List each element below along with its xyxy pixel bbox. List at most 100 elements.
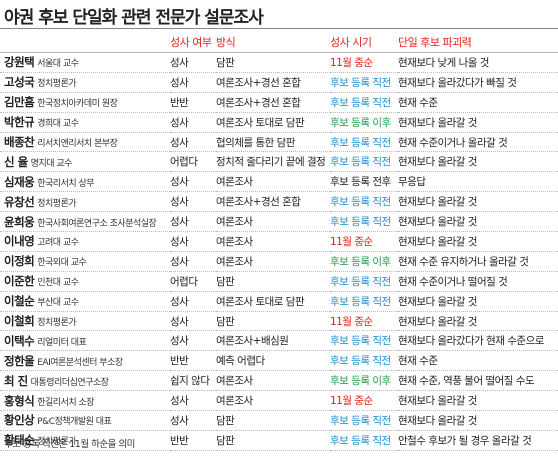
impact-cell: 무응답 bbox=[398, 171, 558, 193]
timing-cell: 11월 중순 bbox=[330, 52, 398, 73]
timing-cell: 11월 중순 bbox=[330, 390, 398, 412]
method-cell: 담판 bbox=[216, 410, 330, 431]
success-cell: 성사 bbox=[170, 231, 216, 252]
timing-cell: 후보 등록 직전 bbox=[330, 92, 398, 113]
row: 이철희 정치평론가 성사 담판 11월 중순 현재보다 올라갈 것 bbox=[0, 311, 558, 332]
timing-cell: 후보 등록 이후 bbox=[330, 370, 398, 392]
method-cell: 담판 bbox=[216, 430, 330, 451]
timing-cell: 후보 등록 직전 bbox=[330, 211, 398, 233]
expert-name: 황인상 bbox=[4, 413, 35, 428]
timing-cell: 후보 등록 전후 bbox=[330, 171, 398, 193]
expert-name: 유창선 bbox=[4, 194, 35, 209]
success-cell: 어렵다 bbox=[170, 271, 216, 292]
row: 고성국 정치평론가 성사 여론조사+경선 혼합 후보 등록 직전 현재보다 올라갔다가 빠… bbox=[0, 72, 558, 93]
impact-cell: 현재보다 올라갈 것 bbox=[398, 151, 558, 173]
expert-name: 이택수 bbox=[4, 333, 35, 348]
timing-cell: 후보 등록 직전 bbox=[330, 291, 398, 312]
expert-cell: 황인상 P&C정책개발원 대표 bbox=[0, 410, 170, 431]
method-cell: 여론조사+경선 혼합 bbox=[216, 92, 330, 113]
impact-cell: 현재보다 올라갈 것 bbox=[398, 291, 558, 312]
success-cell: 성사 bbox=[170, 330, 216, 352]
header-cell: 방식 bbox=[216, 32, 330, 53]
row: 윤희웅 한국사회여론연구소 조사분석실장 성사 여론조사 후보 등록 직전 현재보다 올라… bbox=[0, 211, 558, 233]
expert-cell: 고성국 정치평론가 bbox=[0, 72, 170, 93]
impact-cell: 현재보다 올라갈 것 bbox=[398, 112, 558, 133]
expert-affiliation: 한국정치아카데미 원장 bbox=[37, 99, 118, 110]
expert-cell: 이택수 리얼미터 대표 bbox=[0, 330, 170, 352]
expert-cell: 이준한 인천대 교수 bbox=[0, 271, 170, 292]
expert-name: 고성국 bbox=[4, 75, 35, 90]
method-cell: 여론조사 bbox=[216, 211, 330, 233]
expert-cell: 유창선 정치평론가 bbox=[0, 191, 170, 213]
success-cell: 성사 bbox=[170, 112, 216, 133]
expert-affiliation: 경희대 교수 bbox=[37, 119, 79, 130]
expert-affiliation: 정치평론가 bbox=[37, 198, 77, 209]
title-rule bbox=[0, 28, 558, 29]
expert-cell: 신 율 명지대 교수 bbox=[0, 151, 170, 173]
expert-cell: 황태순 정치평론가 bbox=[0, 430, 170, 451]
row: 이준한 인천대 교수 어렵다 담판 후보 등록 직전 현재 수준이거나 떨어질 것 bbox=[0, 271, 558, 292]
method-cell: 여론조사 bbox=[216, 171, 330, 193]
success-cell: 성사 bbox=[170, 410, 216, 431]
method-cell: 여론조사 bbox=[216, 370, 330, 392]
timing-cell: 후보 등록 직전 bbox=[330, 72, 398, 93]
impact-cell: 현재보다 올라갈 것 bbox=[398, 410, 558, 431]
expert-cell: 배종찬 리서치앤리서치 본부장 bbox=[0, 132, 170, 153]
row: 이정희 한국외대 교수 성사 여론조사 후보 등록 이후 현재 수준 유지하거나 올라갈 … bbox=[0, 251, 558, 272]
expert-name: 이정희 bbox=[4, 254, 35, 269]
method-cell: 예측 어렵다 bbox=[216, 350, 330, 372]
row: 최 진 대통령리더십연구소장 쉽지 않다 여론조사 후보 등록 이후 현재 수준, 역풍 … bbox=[0, 370, 558, 392]
timing-cell: 후보 등록 직전 bbox=[330, 330, 398, 352]
expert-affiliation: 한국외대 교수 bbox=[37, 258, 87, 269]
impact-cell: 현재보다 올라갔다가 빠질 것 bbox=[398, 72, 558, 93]
expert-name: 김만흠 bbox=[4, 95, 35, 110]
success-cell: 성사 bbox=[170, 72, 216, 93]
success-cell: 쉽지 않다 bbox=[170, 370, 216, 392]
expert-name: 홍형식 bbox=[4, 393, 35, 408]
impact-cell: 현재 수준 bbox=[398, 92, 558, 113]
row: 신 율 명지대 교수 어렵다 정치적 줄다리기 끝에 결정 후보 등록 직전 현재보다 올… bbox=[0, 151, 558, 173]
row: 배종찬 리서치앤리서치 본부장 성사 협의체를 통한 담판 후보 등록 직전 현재 수준이… bbox=[0, 132, 558, 153]
expert-cell: 정한울 EAI여론분석센터 부소장 bbox=[0, 350, 170, 372]
timing-cell: 후보 등록 직전 bbox=[330, 271, 398, 292]
timing-cell: 후보 등록 직전 bbox=[330, 191, 398, 213]
expert-affiliation: 한길리서치 소장 bbox=[37, 397, 95, 408]
expert-affiliation: 리얼미터 대표 bbox=[37, 337, 87, 348]
expert-name: 강원택 bbox=[4, 55, 35, 70]
expert-cell: 강원택 서울대 교수 bbox=[0, 52, 170, 73]
timing-cell: 후보 등록 이후 bbox=[330, 251, 398, 272]
success-cell: 성사 bbox=[170, 132, 216, 153]
timing-cell: 후보 등록 직전 bbox=[330, 410, 398, 431]
timing-cell: 11월 중순 bbox=[330, 231, 398, 252]
expert-name: 이내영 bbox=[4, 234, 35, 249]
header-cell: 성사 시기 bbox=[330, 32, 398, 53]
success-cell: 성사 bbox=[170, 291, 216, 312]
expert-name: 배종찬 bbox=[4, 135, 35, 149]
header-cell bbox=[0, 32, 170, 53]
expert-cell: 박한규 경희대 교수 bbox=[0, 112, 170, 133]
success-cell: 반반 bbox=[170, 350, 216, 372]
success-cell: 반반 bbox=[170, 92, 216, 113]
method-cell: 여론조사+경선 혼합 bbox=[216, 191, 330, 213]
success-cell: 어렵다 bbox=[170, 151, 216, 173]
method-cell: 협의체를 통한 담판 bbox=[216, 132, 330, 153]
success-cell: 성사 bbox=[170, 171, 216, 193]
row: 박한규 경희대 교수 성사 여론조사 토대로 담판 후보 등록 이후 현재보다 올라갈 것 bbox=[0, 112, 558, 133]
success-cell: 성사 bbox=[170, 211, 216, 233]
row: 정한울 EAI여론분석센터 부소장 반반 예측 어렵다 후보 등록 직전 현재 수준 bbox=[0, 350, 558, 372]
row: 황태순 정치평론가 반반 담판 후보 등록 직전 안철수 후보가 될 경우 올라갈 것 bbox=[0, 430, 558, 451]
success-cell: 반반 bbox=[170, 430, 216, 451]
expert-cell: 김만흠 한국정치아카데미 원장 bbox=[0, 92, 170, 113]
expert-affiliation: 정치평론가 bbox=[37, 79, 77, 90]
expert-name: 최 진 bbox=[4, 373, 28, 388]
expert-affiliation: 부산대 교수 bbox=[37, 298, 79, 309]
row: 심재웅 한국리서치 상무 성사 여론조사 후보 등록 전후 무응답 bbox=[0, 171, 558, 193]
expert-affiliation: 고려대 교수 bbox=[37, 238, 79, 249]
expert-affiliation: 명지대 교수 bbox=[30, 158, 73, 169]
method-cell: 여론조사+경선 혼합 bbox=[216, 72, 330, 93]
impact-cell: 현재보다 올라갈 것 bbox=[398, 191, 558, 213]
expert-cell: 이정희 한국외대 교수 bbox=[0, 251, 170, 272]
survey-table: 성사 여부 방식 성사 시기 단일 후보 파괴력 강원택 서울대 교수 성사 담판 11월 중… bbox=[0, 32, 558, 451]
expert-affiliation: EAI여론분석센터 부소장 bbox=[37, 357, 123, 368]
